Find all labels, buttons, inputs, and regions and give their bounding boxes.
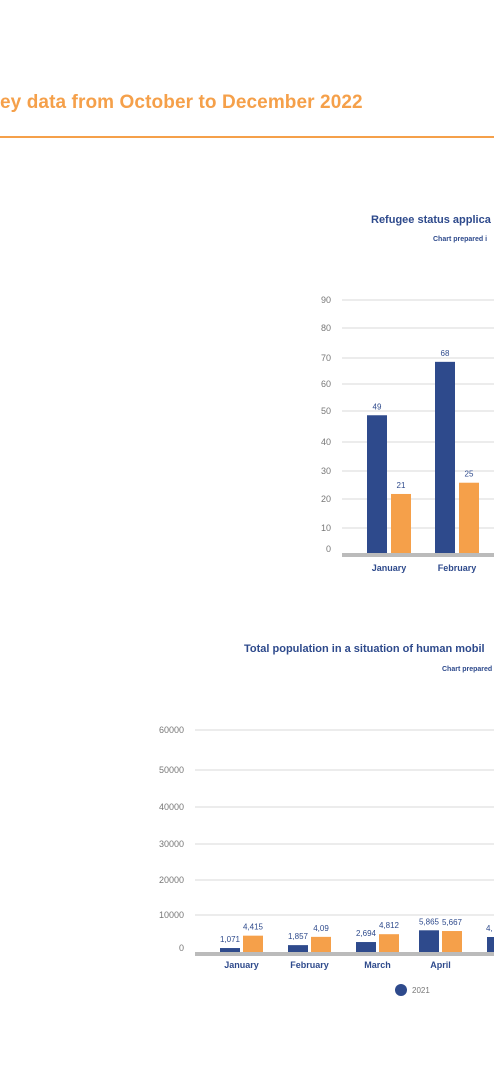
chart2-title: Total population in a situation of human…: [244, 643, 485, 655]
chart1-title: Refugee status applica: [371, 214, 491, 226]
bar: [220, 948, 240, 952]
y-tick-label: 30000: [159, 839, 184, 849]
y-tick-label: 10000: [159, 910, 184, 920]
bar: [442, 931, 462, 952]
y-tick-label: 50: [321, 406, 331, 416]
bar-data-label: 1,071: [220, 935, 241, 944]
y-tick-label: 90: [321, 295, 331, 305]
x-axis-baseline: [195, 952, 494, 956]
chart2-subtitle: Chart prepared: [442, 666, 493, 673]
x-axis-baseline: [342, 553, 494, 557]
y-tick-label: 60000: [159, 725, 184, 735]
bar: [356, 942, 376, 952]
y-tick-label: 20000: [159, 875, 184, 885]
bar-data-label: 1,857: [288, 932, 309, 941]
bar: [419, 930, 439, 952]
legend-2021-swatch: [395, 984, 407, 996]
bar-data-label: 4,09: [313, 924, 329, 933]
bar: [459, 482, 479, 553]
y-tick-label: 30: [321, 466, 331, 476]
bar: [435, 361, 455, 553]
bar-data-label: 21: [397, 481, 406, 490]
y-tick-label: 20: [321, 494, 331, 504]
x-category-label: January: [372, 563, 407, 573]
bar: [243, 935, 263, 952]
x-category-label: March: [364, 960, 391, 970]
legend-2021-label: 2021: [412, 986, 430, 995]
x-category-label: February: [290, 960, 329, 970]
bar-data-label: 4,415: [243, 923, 264, 932]
bar: [487, 937, 494, 952]
y-tick-label: 50000: [159, 765, 184, 775]
bar-data-label: 4,: [486, 924, 493, 933]
heading-divider: [0, 136, 494, 138]
page-heading: ey data from October to December 2022: [0, 92, 363, 113]
y-tick-label: 70: [321, 353, 331, 363]
bar: [311, 936, 331, 952]
x-category-label: February: [438, 563, 477, 573]
bar: [367, 415, 387, 553]
bar-data-label: 5,667: [442, 918, 463, 927]
x-category-label: April: [430, 960, 451, 970]
bar-data-label: 68: [441, 349, 450, 358]
chart1-subtitle: Chart prepared i: [433, 236, 488, 243]
y-tick-label: 40: [321, 437, 331, 447]
bar-data-label: 25: [465, 470, 474, 479]
bar-data-label: 49: [373, 402, 382, 411]
x-category-label: January: [224, 960, 259, 970]
bar-data-label: 4,812: [379, 921, 400, 930]
y-tick-label: 40000: [159, 802, 184, 812]
y-tick-label: 60: [321, 379, 331, 389]
bar: [379, 934, 399, 952]
bar-data-label: 5,865: [419, 917, 440, 926]
y-tick-label: 80: [321, 323, 331, 333]
y-tick-label: 0: [179, 943, 184, 953]
bar: [288, 945, 308, 952]
bar-data-label: 2,694: [356, 929, 377, 938]
y-tick-label: 10: [321, 523, 331, 533]
y-tick-label: 0: [326, 544, 331, 554]
bar: [391, 493, 411, 553]
